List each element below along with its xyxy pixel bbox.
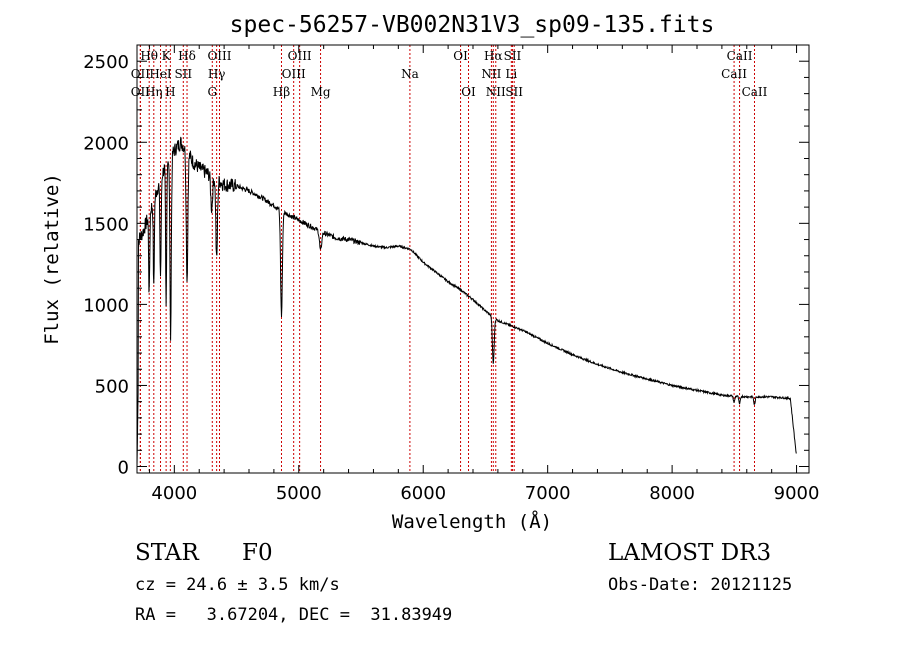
line-label-k: K [162,49,172,63]
y-axis-ticks: 0 500 1000 1500 2000 2500 [83,52,809,479]
line-label-oii: OII [131,67,151,81]
line-label-li: Li [505,67,517,81]
x-tick-label: 4000 [151,483,197,504]
line-label-sii: SII [505,85,523,99]
line-label-oiii: OIII [282,67,306,81]
x-tick-label: 5000 [276,483,322,504]
line-label-hη: Hη [145,85,163,99]
line-label-oii: OII [131,85,151,99]
line-label-g: G [207,85,217,99]
x-axis-label: Wavelength (Å) [392,510,552,533]
line-label-sii: SII [504,49,522,63]
line-label-hei: HeI [149,67,172,81]
line-label-mg: Mg [311,85,331,99]
y-tick-label: 2500 [83,52,129,73]
y-tick-label: 500 [95,376,129,397]
y-tick-label: 0 [118,458,129,479]
y-tick-label: 1000 [83,295,129,316]
x-tick-label: 8000 [649,483,695,504]
line-label-sii: SII [174,67,192,81]
y-tick-label: 1500 [83,214,129,235]
line-label-oi: OI [461,85,476,99]
line-label-nii: NII [486,85,506,99]
line-label-oiii: OIII [207,49,231,63]
line-label-h: H [165,85,175,99]
x-axis-ticks: 4000 5000 6000 7000 8000 9000 [148,45,820,504]
line-label-hγ: Hγ [208,67,226,81]
plot-frame [136,44,810,474]
line-label-caii: CaII [742,85,768,99]
object-class: STAR [135,540,199,566]
line-label-hδ: Hδ [178,49,196,63]
line-label-nii: NII [481,67,501,81]
line-label-oi: OI [453,49,468,63]
line-label-caii: CaII [727,49,753,63]
line-label-na: Na [401,67,419,81]
line-label-hα: Hα [484,49,503,63]
survey-name: LAMOST DR3 [608,540,771,566]
chart-title: spec-56257-VB002N31V3_sp09-135.fits [230,12,715,38]
x-tick-label: 9000 [774,483,820,504]
line-label-oiii: OIII [288,49,312,63]
redshift-readout: cz = 24.6 ± 3.5 km/s [135,575,340,595]
line-label-hθ: Hθ [140,49,158,63]
object-subclass: F0 [242,540,273,566]
y-axis-label: Flux (relative) [41,173,63,345]
line-label-hβ: Hβ [273,85,290,99]
spectral-line-markers [139,45,755,473]
observation-date: Obs-Date: 20121125 [608,575,792,595]
x-tick-label: 7000 [525,483,571,504]
spectrum-trace [136,136,797,467]
x-tick-label: 6000 [400,483,446,504]
y-tick-label: 2000 [83,133,129,154]
line-label-caii: CaII [721,67,747,81]
coordinates-readout: RA = 3.67204, DEC = 31.83949 [135,605,452,625]
